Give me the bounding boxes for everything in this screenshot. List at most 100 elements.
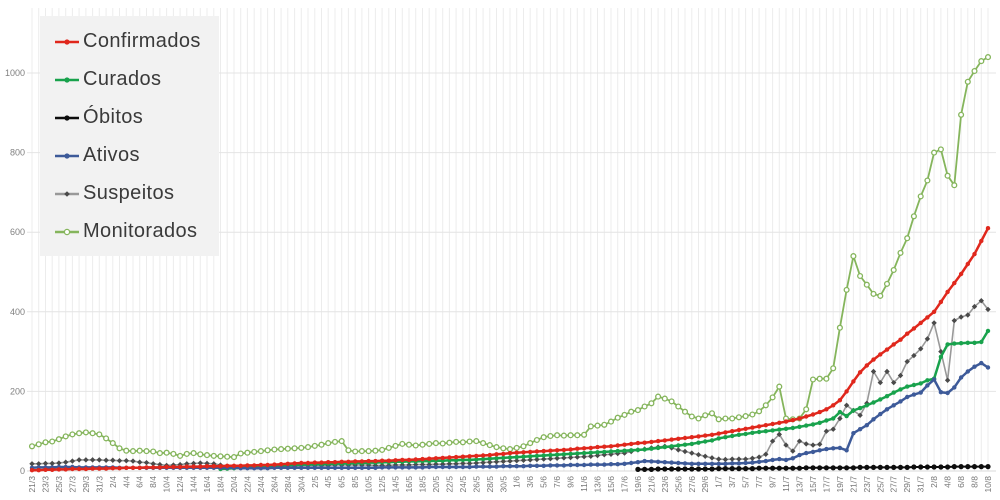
legend-item-confirmados[interactable]: Confirmados: [54, 28, 201, 54]
legend-label: Monitorados: [83, 219, 198, 242]
x-axis-tick-label: 29/7: [902, 476, 912, 493]
x-axis-tick-label: 27/6: [687, 476, 697, 493]
x-axis-tick-label: 19/6: [633, 476, 643, 493]
y-axis-tick-label: 1000: [5, 68, 25, 78]
x-axis-tick-label: 15/7: [808, 476, 818, 493]
x-axis-tick-label: 10/8: [983, 476, 993, 493]
legend-swatch-icon: [54, 149, 80, 161]
x-axis-tick-label: 18/4: [216, 476, 226, 493]
x-axis-tick-label: 2/4: [108, 476, 118, 488]
x-axis-tick-label: 30/5: [498, 476, 508, 493]
legend-item-suspeitos[interactable]: Suspeitos: [54, 180, 201, 206]
x-axis-tick-label: 4/5: [323, 476, 333, 488]
legend-item-obitos[interactable]: Óbitos: [54, 104, 201, 130]
x-axis-tick-label: 20/5: [431, 476, 441, 493]
x-axis-tick-label: 24/4: [256, 476, 266, 493]
x-axis-tick-label: 28/5: [485, 476, 495, 493]
x-axis-tick-label: 11/6: [579, 476, 589, 492]
x-axis-tick-label: 10/5: [364, 476, 374, 493]
series-obitos[interactable]: [635, 464, 991, 472]
legend-label: Curados: [83, 67, 162, 90]
x-axis-tick-label: 21/3: [27, 476, 37, 493]
x-axis-tick-label: 28/4: [283, 476, 293, 493]
x-axis-tick-label: 5/7: [741, 476, 751, 488]
x-axis-tick-label: 9/6: [566, 476, 576, 488]
x-axis-tick-label: 26/5: [471, 476, 481, 493]
x-axis-tick-label: 22/5: [444, 476, 454, 493]
x-axis-tick-label: 1/7: [714, 476, 724, 488]
x-axis-tick-label: 14/4: [189, 476, 199, 493]
legend-label: Ativos: [83, 143, 140, 166]
x-axis-tick-label: 24/5: [458, 476, 468, 493]
x-axis-tick-label: 23/6: [660, 476, 670, 493]
x-axis-tick-label: 29/6: [700, 476, 710, 493]
x-axis-tick-label: 7/7: [754, 476, 764, 488]
x-axis-tick-label: 31/3: [94, 476, 104, 493]
x-axis-tick-label: 27/3: [67, 476, 77, 493]
x-axis-tick-label: 9/7: [768, 476, 778, 488]
legend-swatch-icon: [54, 111, 80, 123]
y-axis-tick-label: 600: [10, 227, 25, 237]
x-axis-tick-label: 4/4: [121, 476, 131, 488]
x-axis-tick-label: 2/5: [310, 476, 320, 488]
x-axis-tick-label: 6/8: [956, 476, 966, 488]
x-axis-tick-label: 22/4: [242, 476, 252, 493]
y-axis-tick-label: 200: [10, 386, 25, 396]
x-axis-tick-label: 26/4: [269, 476, 279, 493]
x-axis-tick-label: 30/4: [296, 476, 306, 493]
x-axis-tick-label: 23/7: [862, 476, 872, 493]
x-axis-tick-label: 29/3: [81, 476, 91, 493]
x-axis-tick-label: 21/7: [848, 476, 858, 493]
legend-item-monitorados[interactable]: Monitorados: [54, 218, 201, 244]
x-axis-tick-label: 3/7: [727, 476, 737, 488]
x-axis-tick-label: 15/6: [606, 476, 616, 493]
x-axis-tick-label: 17/6: [620, 476, 630, 493]
chart-legend: Confirmados Curados Óbitos Ativos Suspeitos M…: [40, 16, 219, 256]
x-axis-tick-label: 25/6: [673, 476, 683, 493]
x-axis-tick-label: 11/7: [781, 476, 791, 492]
x-axis-tick-label: 25/3: [54, 476, 64, 493]
y-axis-tick-label: 400: [10, 307, 25, 317]
x-axis-tick-label: 8/8: [970, 476, 980, 488]
legend-item-ativos[interactable]: Ativos: [54, 142, 201, 168]
legend-swatch-icon: [54, 73, 80, 85]
x-axis-tick-label: 16/4: [202, 476, 212, 493]
legend-swatch-icon: [54, 225, 80, 237]
x-axis-tick-label: 10/4: [162, 476, 172, 493]
x-axis-tick-label: 13/6: [593, 476, 603, 493]
x-axis-tick-label: 25/7: [875, 476, 885, 493]
x-axis-tick-label: 13/7: [795, 476, 805, 493]
x-axis-tick-label: 20/4: [229, 476, 239, 493]
x-axis-tick-label: 4/8: [943, 476, 953, 488]
x-axis-tick-label: 16/5: [404, 476, 414, 493]
x-axis-tick-label: 8/5: [350, 476, 360, 488]
x-axis-tick-label: 7/6: [552, 476, 562, 488]
series-confirmados[interactable]: [29, 226, 991, 473]
x-axis-tick-label: 12/5: [377, 476, 387, 493]
x-axis-tick-label: 2/8: [929, 476, 939, 488]
x-axis-tick-label: 18/5: [418, 476, 428, 493]
legend-label: Óbitos: [83, 105, 144, 128]
x-axis-tick-label: 31/7: [916, 476, 926, 493]
x-axis-tick-label: 21/6: [646, 476, 656, 493]
y-axis-tick-label: 800: [10, 148, 25, 158]
legend-swatch-icon: [54, 187, 80, 199]
x-axis-tick-label: 6/5: [337, 476, 347, 488]
legend-swatch-icon: [54, 35, 80, 47]
x-axis-tick-label: 8/4: [148, 476, 158, 488]
y-axis-tick-label: 0: [20, 466, 25, 476]
x-axis-tick-label: 12/4: [175, 476, 185, 493]
legend-item-curados[interactable]: Curados: [54, 66, 201, 92]
x-axis-tick-label: 17/7: [821, 476, 831, 493]
x-axis-tick-label: 27/7: [889, 476, 899, 493]
x-axis-tick-label: 1/6: [512, 476, 522, 488]
x-axis-tick-label: 3/6: [525, 476, 535, 488]
x-axis-tick-label: 19/7: [835, 476, 845, 493]
series-suspeitos[interactable]: [29, 297, 991, 470]
x-axis-tick-label: 23/3: [41, 476, 51, 493]
x-axis-labels: 21/3 23/3 25/3 27/3 29/3 31/3 2/4 4/4 6/4 8/4 10/4…: [27, 476, 993, 493]
x-axis-tick-label: 14/5: [391, 476, 401, 493]
x-axis-tick-label: 6/4: [135, 476, 145, 488]
series-monitorados[interactable]: [28, 54, 992, 461]
